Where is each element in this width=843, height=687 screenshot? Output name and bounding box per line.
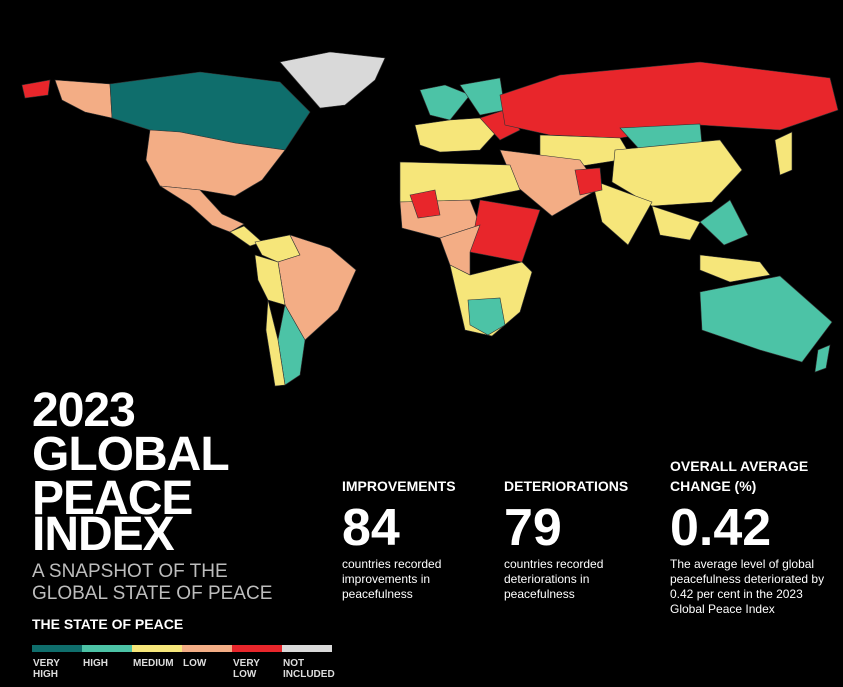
stat-value: 79 — [504, 499, 562, 557]
stat-description: peacefulness — [504, 587, 575, 601]
legend-title: THE STATE OF PEACE — [32, 616, 183, 632]
stat-description: improvements in — [342, 572, 430, 586]
stat-description: countries recorded — [504, 557, 603, 571]
stat-description: countries recorded — [342, 557, 441, 571]
legend-label: MEDIUM — [133, 658, 174, 669]
legend-swatch — [232, 645, 282, 652]
legend-swatch — [132, 645, 182, 652]
title-block: 2023 GLOBAL PEACE INDEX A SNAPSHOT OF TH… — [32, 384, 272, 632]
stat-heading: IMPROVEMENTS — [342, 478, 456, 494]
stat-heading: DETERIORATIONS — [504, 478, 628, 494]
subtitle-line: GLOBAL STATE OF PEACE — [32, 583, 272, 604]
title-line: INDEX — [32, 508, 175, 561]
stat-value: 0.42 — [670, 499, 771, 557]
subtitle-line: A SNAPSHOT OF THE — [32, 561, 228, 582]
legend-label: HIGH — [83, 658, 108, 669]
title-line: GLOBAL — [32, 428, 229, 481]
legend-label: INCLUDED — [283, 669, 335, 680]
title-line: PEACE — [32, 472, 192, 525]
stat-description: deteriorations in — [504, 572, 589, 586]
legend-label: LOW — [183, 658, 207, 669]
stat-heading: CHANGE (%) — [670, 478, 756, 494]
legend-label: VERY — [233, 658, 260, 669]
legend-label: LOW — [233, 669, 257, 680]
legend-label: VERY — [33, 658, 60, 669]
legend-swatch — [282, 645, 332, 652]
legend-swatch — [82, 645, 132, 652]
legend-swatch — [32, 645, 82, 652]
stat-description: Global Peace Index — [670, 602, 775, 616]
stat-value: 84 — [342, 499, 400, 557]
stat-heading: OVERALL AVERAGE — [670, 458, 808, 474]
stat-description: peacefulness deteriorated by — [670, 572, 824, 586]
stat-description: peacefulness — [342, 587, 413, 601]
legend-label: NOT — [283, 658, 304, 669]
stat-description: 0.42 per cent in the 2023 — [670, 587, 803, 601]
world-map — [21, 51, 839, 387]
stat-description: The average level of global — [670, 557, 814, 571]
legend-swatch — [182, 645, 232, 652]
title-line: 2023 — [32, 384, 135, 437]
legend-label: HIGH — [33, 669, 58, 680]
